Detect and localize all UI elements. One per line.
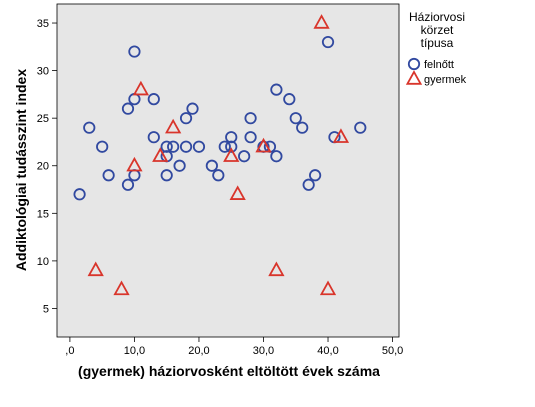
point-gyermek [268,261,285,277]
y-tick-label: 25 [37,113,49,125]
y-tick-label: 30 [37,66,49,78]
point-felnőtt [121,178,135,191]
y-tick-label: 20 [37,161,49,173]
point-felnőtt [270,83,283,96]
point-felnőtt [160,169,173,182]
x-tick-label: 20,0 [188,345,209,357]
point-felnőtt [179,112,193,125]
x-axis: ,0 10,0 20,0 30,0 40,0 50,0 [65,337,403,357]
point-felnőtt [218,140,231,153]
point-felnőtt [289,112,302,125]
legend-label-felnőtt: felnőtt [424,59,454,71]
point-felnőtt [244,112,257,125]
point-gyermek [319,280,337,296]
point-felnőtt [128,45,141,58]
y-axis: 5 10 15 20 25 30 35 [37,18,57,315]
point-felnőtt [238,150,251,163]
x-axis-title: (gyermek) háziorvosként eltöltött évek s… [78,363,380,379]
point-felnőtt [244,131,257,144]
point-felnőtt [167,140,180,153]
point-gyermek [132,80,150,96]
point-gyermek [165,118,182,134]
point-felnőtt [83,121,96,134]
x-tick-label: 50,0 [382,345,403,357]
point-felnőtt [73,188,86,201]
x-tick-label: 40,0 [317,345,338,357]
point-felnőtt [270,150,283,163]
point-felnőtt [179,140,193,153]
point-felnőtt [354,121,367,134]
point-felnőtt [205,159,218,172]
point-gyermek [223,147,240,162]
point-felnőtt [186,102,199,115]
point-gyermek [313,14,330,29]
legend-title-line: körzet [421,23,454,37]
point-felnőtt [309,169,322,182]
legend-title-line: típusa [421,36,454,50]
x-tick-label: 10,0 [124,345,145,357]
point-felnőtt [147,93,160,106]
point-gyermek [152,147,169,162]
point-felnőtt [321,35,335,49]
x-tick-label: 30,0 [253,345,274,357]
y-tick-label: 5 [43,303,49,315]
point-felnőtt [102,169,115,182]
point-gyermek [126,156,143,172]
point-gyermek [113,280,130,296]
point-gyermek [255,137,272,153]
point-gyermek [87,261,104,277]
x-tick-label: ,0 [65,345,74,357]
plot-area [56,3,400,338]
y-axis-title: Addiktológiai tudásszint index [13,69,29,271]
legend-title-line: Háziorvosi [409,10,465,24]
legend-marker-gyermek [405,70,423,85]
y-tick-label: 10 [37,256,49,268]
y-tick-label: 15 [37,208,49,220]
point-gyermek [332,128,350,143]
point-felnőtt [96,140,109,153]
point-felnőtt [283,93,296,106]
legend-marker-felnőtt [407,57,421,71]
point-felnőtt [212,169,225,182]
data-points [73,14,367,296]
point-felnőtt [296,121,309,134]
point-felnőtt [173,159,186,172]
point-felnőtt [147,131,160,144]
point-felnőtt [225,140,238,153]
point-felnőtt [192,140,206,153]
y-tick-label: 35 [37,18,49,30]
point-gyermek [229,185,246,200]
legend-label-gyermek: gyermek [424,74,467,86]
point-felnőtt [121,102,135,115]
point-felnőtt [302,178,315,191]
